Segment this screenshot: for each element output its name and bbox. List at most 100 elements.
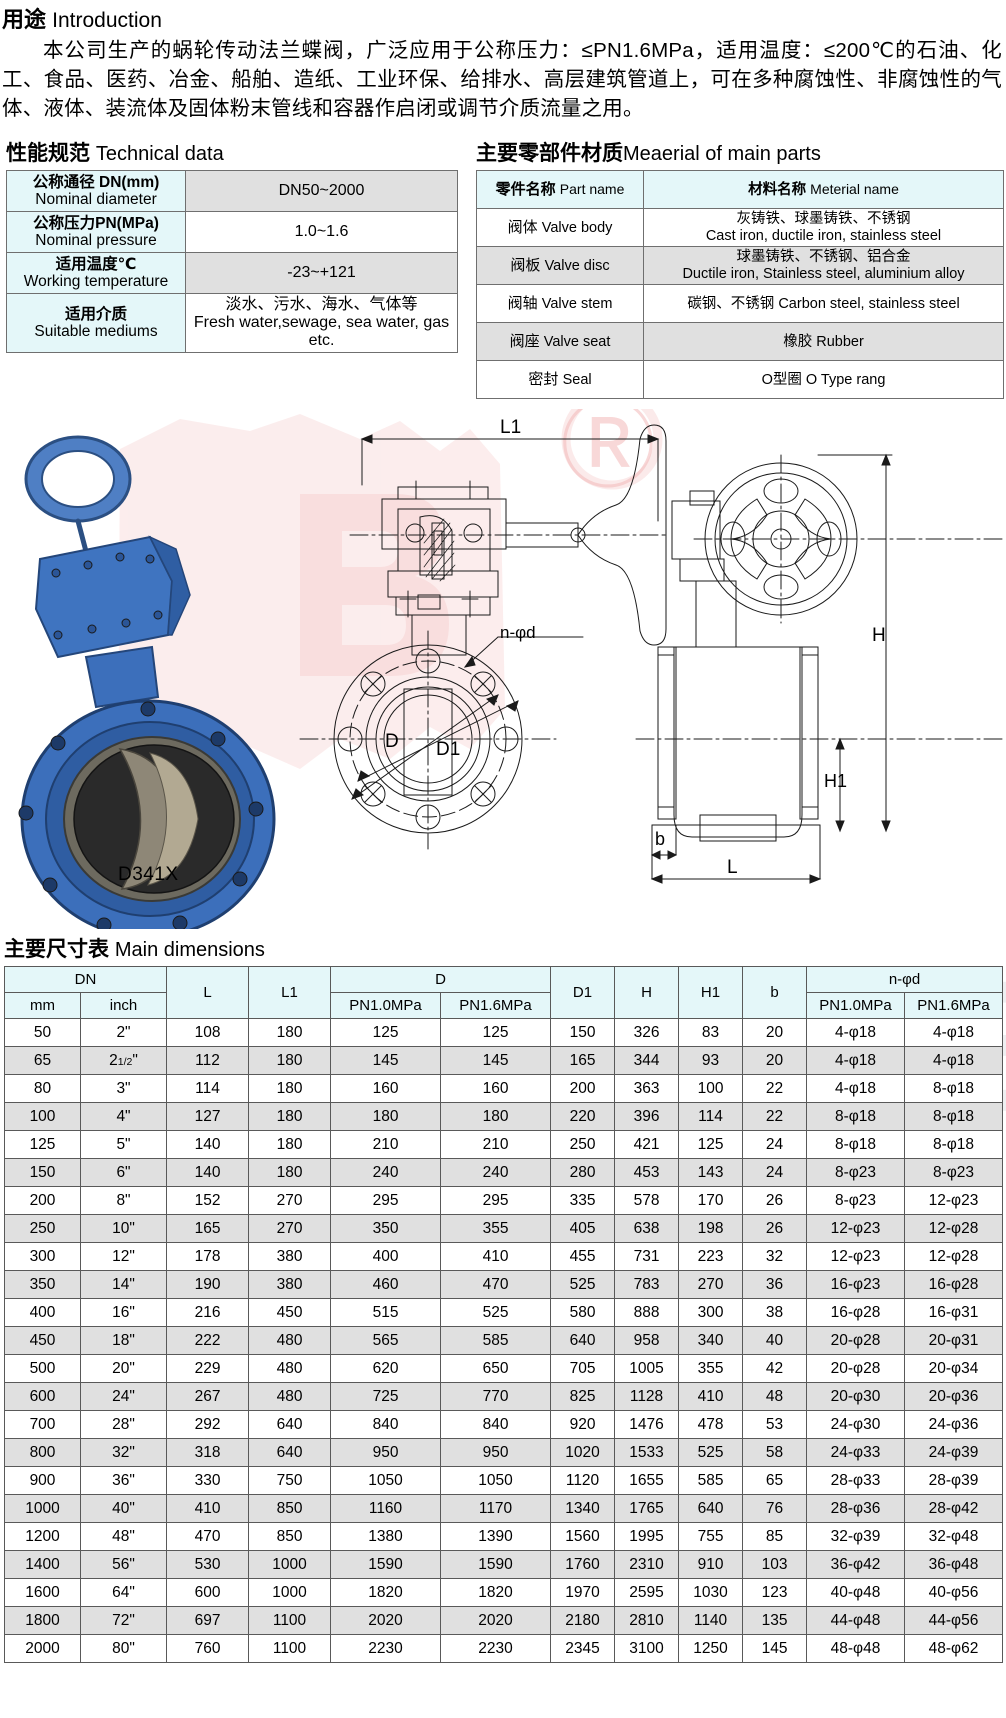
cell-D-pn16: 2230 bbox=[440, 1634, 552, 1664]
cell-nd-pn10: 8-φ18 bbox=[806, 1130, 906, 1160]
materials-header-mat-cn: 材料名称 bbox=[748, 181, 807, 198]
cell-D1: 2180 bbox=[550, 1606, 616, 1636]
cell-D-pn10: 145 bbox=[330, 1046, 442, 1076]
cell-D-pn16: 950 bbox=[440, 1438, 552, 1468]
cell-nd-pn10: 44-φ48 bbox=[806, 1606, 906, 1636]
cell-inch: 80" bbox=[79, 1634, 168, 1664]
cell-D-pn10: 240 bbox=[330, 1158, 442, 1188]
table-row: 适用温度℃ Working temperature -23~+121 bbox=[6, 252, 458, 295]
cell-L: 140 bbox=[166, 1130, 250, 1160]
cell-H1: 143 bbox=[678, 1158, 744, 1188]
header-D-pn10: PN1.0MPa bbox=[330, 992, 442, 1020]
tech-key-cn: 适用介质 bbox=[64, 305, 127, 323]
cell-inch: 48" bbox=[79, 1522, 168, 1552]
cell-D-pn10: 1380 bbox=[330, 1522, 442, 1552]
material-part-cn: 阀体 bbox=[507, 219, 538, 237]
cell-D-pn16: 770 bbox=[440, 1382, 552, 1412]
cell-H1: 640 bbox=[678, 1494, 744, 1524]
cell-L1: 180 bbox=[248, 1046, 332, 1076]
cell-D-pn16: 1170 bbox=[440, 1494, 552, 1524]
cell-L: 267 bbox=[166, 1382, 250, 1412]
cell-L: 216 bbox=[166, 1298, 250, 1328]
tech-value-cell: 淡水、污水、海水、气体等 Fresh water,sewage, sea wat… bbox=[185, 293, 458, 354]
cell-mm: 1400 bbox=[4, 1550, 81, 1580]
cell-inch: 5" bbox=[79, 1130, 168, 1160]
cell-H: 638 bbox=[614, 1214, 680, 1244]
cell-nd-pn16: 4-φ18 bbox=[904, 1018, 1004, 1048]
cell-D-pn16: 525 bbox=[440, 1298, 552, 1328]
cell-L1: 180 bbox=[248, 1102, 332, 1132]
material-part-cell: 密封 Seal bbox=[476, 360, 644, 400]
cell-b: 65 bbox=[742, 1466, 808, 1496]
cell-inch: 24" bbox=[79, 1382, 168, 1412]
cell-D-pn16: 410 bbox=[440, 1242, 552, 1272]
cell-inch: 8" bbox=[79, 1186, 168, 1216]
cell-L1: 640 bbox=[248, 1438, 332, 1468]
table-row: 公称通径 DN(mm) Nominal diameter DN50~2000 bbox=[6, 170, 458, 213]
cell-L: 114 bbox=[166, 1074, 250, 1104]
material-part-en: Valve seat bbox=[543, 334, 611, 351]
cell-D-pn16: 1820 bbox=[440, 1578, 552, 1608]
cell-H1: 300 bbox=[678, 1298, 744, 1328]
cell-H: 1995 bbox=[614, 1522, 680, 1552]
table-row: 1200 48" 470 850 1380 1390 1560 1995 755 85 32-φ39… bbox=[4, 1522, 1004, 1552]
cell-mm: 700 bbox=[4, 1410, 81, 1440]
cell-L: 190 bbox=[166, 1270, 250, 1300]
cell-H: 1128 bbox=[614, 1382, 680, 1412]
cell-H: 783 bbox=[614, 1270, 680, 1300]
dimension-label-D1: D1 bbox=[436, 739, 461, 761]
cell-D1: 1340 bbox=[550, 1494, 616, 1524]
material-value-cell: 球墨铸铁、不锈钢、铝合金 Ductile iron, Stainless ste… bbox=[643, 246, 1004, 286]
tech-value-cn: 1.0~1.6 bbox=[294, 223, 349, 241]
cell-H: 363 bbox=[614, 1074, 680, 1104]
cell-L: 152 bbox=[166, 1186, 250, 1216]
header-mm: mm bbox=[4, 992, 81, 1020]
cell-D-pn16: 210 bbox=[440, 1130, 552, 1160]
table-row: 2000 80" 760 1100 2230 2230 2345 3100 1250 145 48-… bbox=[4, 1634, 1004, 1664]
cell-H: 1476 bbox=[614, 1410, 680, 1440]
cell-mm: 300 bbox=[4, 1242, 81, 1272]
cell-nd-pn16: 8-φ23 bbox=[904, 1158, 1004, 1188]
tech-key-en: Nominal pressure bbox=[35, 232, 157, 250]
material-part-cell: 阀体 Valve body bbox=[476, 208, 644, 248]
cell-nd-pn16: 44-φ56 bbox=[904, 1606, 1004, 1636]
cell-L1: 850 bbox=[248, 1522, 332, 1552]
cell-L1: 1000 bbox=[248, 1578, 332, 1608]
table-row: 450 18" 222 480 565 585 640 958 340 40 20-φ28 20-φ3… bbox=[4, 1326, 1004, 1356]
cell-mm: 50 bbox=[4, 1018, 81, 1048]
cell-mm: 2000 bbox=[4, 1634, 81, 1664]
cell-nd-pn16: 24-φ36 bbox=[904, 1410, 1004, 1440]
cell-L1: 180 bbox=[248, 1074, 332, 1104]
tech-value-cell: DN50~2000 bbox=[185, 170, 458, 213]
cell-inch: 2" bbox=[79, 1018, 168, 1048]
cell-nd-pn10: 12-φ23 bbox=[806, 1214, 906, 1244]
materials-table: 零件名称 Part name 材料名称 Meterial name 阀体 Val… bbox=[476, 170, 1004, 400]
tech-value-cn: 淡水、污水、海水、气体等 bbox=[225, 296, 418, 314]
cell-L1: 1000 bbox=[248, 1550, 332, 1580]
table-row: 350 14" 190 380 460 470 525 783 270 36 16-φ23 16-φ2… bbox=[4, 1270, 1004, 1300]
cell-mm: 80 bbox=[4, 1074, 81, 1104]
cell-H1: 585 bbox=[678, 1466, 744, 1496]
cell-mm: 1800 bbox=[4, 1606, 81, 1636]
cell-L: 760 bbox=[166, 1634, 250, 1664]
table-row: 250 10" 165 270 350 355 405 638 198 26 12-φ23 12-φ2… bbox=[4, 1214, 1004, 1244]
cell-mm: 1000 bbox=[4, 1494, 81, 1524]
table-row: 阀轴 Valve stem 碳钢、不锈钢 Carbon steel, stain… bbox=[476, 284, 1004, 324]
cell-L1: 380 bbox=[248, 1242, 332, 1272]
table-row: 阀板 Valve disc 球墨铸铁、不锈钢、铝合金 Ductile iron,… bbox=[476, 246, 1004, 286]
cell-D-pn16: 470 bbox=[440, 1270, 552, 1300]
tech-key-en: Working temperature bbox=[23, 273, 169, 291]
table-row: 1000 40" 410 850 1160 1170 1340 1765 640 76 28-φ36… bbox=[4, 1494, 1004, 1524]
technical-data-panel: 性能规范 Technical data 公称通径 DN(mm) Nominal … bbox=[6, 137, 458, 354]
cell-b: 24 bbox=[742, 1158, 808, 1188]
cell-D1: 335 bbox=[550, 1186, 616, 1216]
header-b: b bbox=[742, 966, 808, 1020]
cell-L1: 480 bbox=[248, 1354, 332, 1384]
cell-H1: 125 bbox=[678, 1130, 744, 1160]
tech-key-cn: 公称通径 DN(mm) bbox=[32, 173, 160, 191]
cell-H1: 1140 bbox=[678, 1606, 744, 1636]
svg-text:Ⓡ: Ⓡ bbox=[560, 409, 656, 500]
cell-H: 1655 bbox=[614, 1466, 680, 1496]
table-header-row: 零件名称 Part name 材料名称 Meterial name bbox=[476, 170, 1004, 210]
table-row: 1600 64" 600 1000 1820 1820 1970 2595 1030 123 40-… bbox=[4, 1578, 1004, 1608]
